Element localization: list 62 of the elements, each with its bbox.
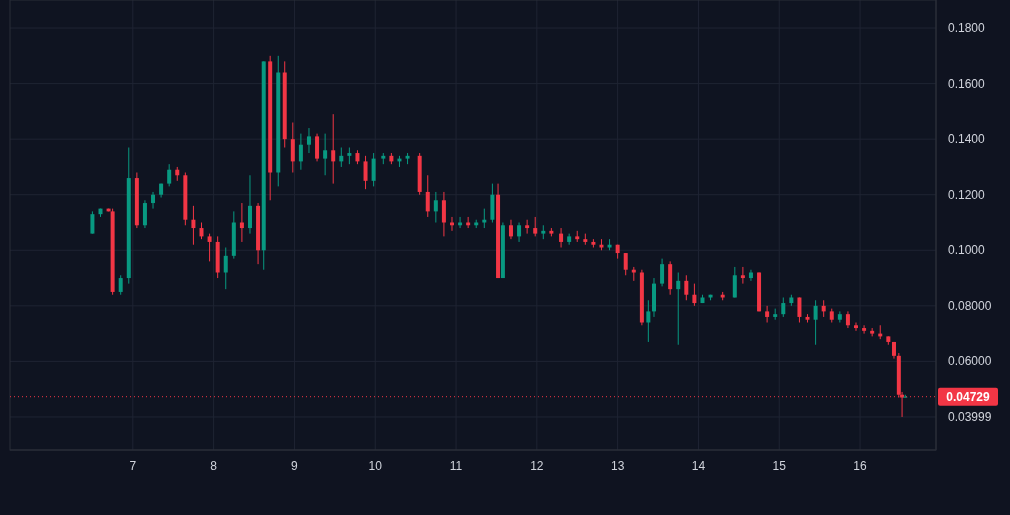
- x-tick-label: 9: [291, 459, 299, 473]
- candlestick: [748, 269, 753, 282]
- candlestick: [118, 274, 123, 296]
- x-tick-label: 12: [530, 459, 544, 473]
- y-tick-label: 0.1000: [948, 243, 986, 258]
- candlestick: [813, 299, 818, 346]
- candlestick: [247, 174, 252, 235]
- candlestick: [315, 133, 320, 162]
- y-tick-label: 0.1200: [948, 187, 986, 202]
- candlestick: [90, 210, 95, 235]
- candlestick: [441, 191, 446, 237]
- candlestick: [623, 252, 628, 276]
- candlestick: [306, 127, 311, 154]
- x-tick-label: 15: [772, 459, 787, 473]
- candlestick: [533, 216, 538, 237]
- x-tick-label: 13: [610, 459, 625, 473]
- candlestick: [508, 219, 513, 240]
- candlestick: [151, 191, 156, 210]
- candlestick: [781, 297, 786, 318]
- x-tick-label: 14: [691, 459, 706, 473]
- x-tick-label: 10: [368, 459, 383, 473]
- candlestick: [323, 133, 328, 176]
- candlestick: [363, 155, 368, 190]
- y-tick-label: 0.03999: [948, 409, 992, 424]
- candlestick: [290, 122, 295, 173]
- candlestick: [223, 247, 228, 290]
- candlestick: [425, 174, 430, 218]
- x-tick-label: 11: [449, 459, 463, 473]
- candlestick: [740, 266, 745, 285]
- candlestick: [433, 191, 438, 223]
- candlestick: [371, 152, 376, 187]
- candlestick: [331, 113, 336, 185]
- candlestick: [797, 297, 802, 323]
- x-tick-label: 16: [853, 459, 868, 473]
- x-tick-label: 8: [210, 459, 218, 473]
- y-tick-label: 0.1400: [948, 132, 986, 147]
- candlestick: [646, 299, 651, 343]
- candlestick: [339, 147, 344, 168]
- y-tick-label: 0.06000: [948, 354, 992, 369]
- candlestick: [191, 205, 196, 246]
- candlestick: [239, 202, 244, 243]
- candlestick: [660, 258, 665, 287]
- candlestick: [732, 266, 737, 298]
- ref-line-label: 0.04729: [946, 389, 991, 404]
- candlestick: [517, 222, 522, 243]
- candlestick: [854, 322, 859, 332]
- y-tick-label: 0.1800: [948, 21, 986, 36]
- candlestick: [559, 227, 564, 248]
- candlestick: [142, 199, 147, 229]
- candlestick: [676, 272, 681, 346]
- y-tick-label: 0.1600: [948, 76, 986, 91]
- candlestick: [525, 219, 530, 235]
- y-tick-label: 0.08000: [948, 298, 992, 313]
- candlestick: [692, 283, 697, 307]
- candlestick: [298, 133, 303, 171]
- candlestick: [765, 305, 770, 323]
- candlestick: [862, 324, 867, 335]
- candlestick: [684, 274, 689, 301]
- candlestick: [167, 163, 172, 187]
- candlestick: [482, 208, 487, 229]
- candlestick: [207, 233, 212, 262]
- x-tick-label: 7: [129, 459, 137, 473]
